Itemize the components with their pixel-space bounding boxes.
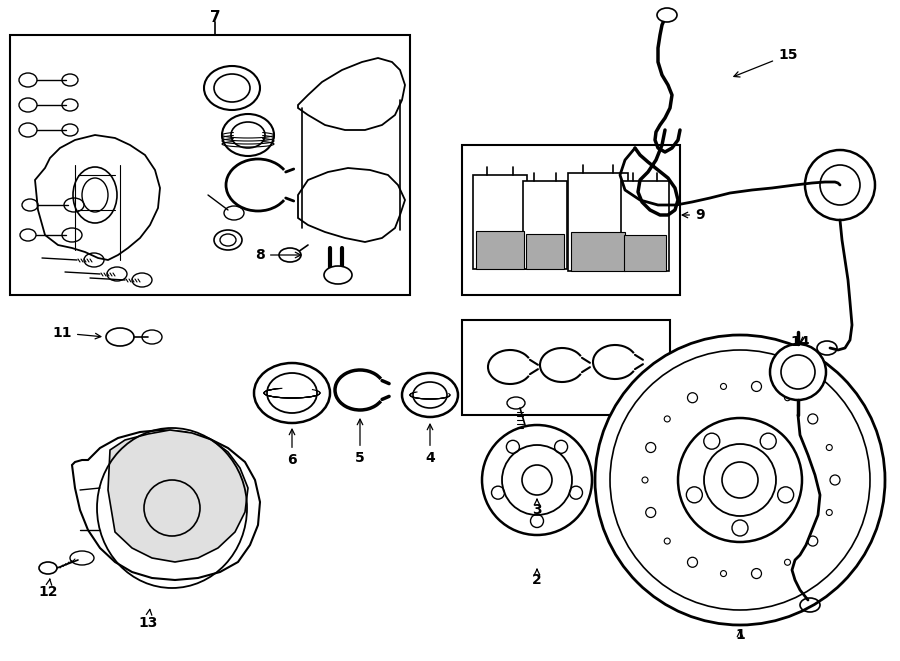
Ellipse shape <box>402 373 458 417</box>
Bar <box>462 320 670 415</box>
Polygon shape <box>476 231 524 269</box>
Text: 11: 11 <box>52 326 101 340</box>
Circle shape <box>678 418 802 542</box>
Bar <box>10 35 410 295</box>
Ellipse shape <box>204 66 260 110</box>
Circle shape <box>805 150 875 220</box>
Ellipse shape <box>324 266 352 284</box>
Polygon shape <box>571 232 625 271</box>
Text: 6: 6 <box>287 429 297 467</box>
Polygon shape <box>621 181 669 271</box>
Polygon shape <box>298 168 405 242</box>
Polygon shape <box>526 234 564 269</box>
Ellipse shape <box>106 328 134 346</box>
Polygon shape <box>473 175 527 269</box>
Ellipse shape <box>222 114 274 156</box>
Text: 1: 1 <box>735 628 745 642</box>
Ellipse shape <box>657 8 677 22</box>
Polygon shape <box>72 430 260 580</box>
Text: 4: 4 <box>425 424 435 465</box>
Bar <box>462 145 680 295</box>
Polygon shape <box>35 135 160 260</box>
Text: 15: 15 <box>734 48 797 77</box>
Circle shape <box>595 335 885 625</box>
Text: 12: 12 <box>38 579 58 599</box>
Text: 10: 10 <box>672 355 699 369</box>
Circle shape <box>482 425 592 535</box>
Polygon shape <box>568 173 628 271</box>
Text: 7: 7 <box>210 11 220 26</box>
Circle shape <box>770 344 826 400</box>
Ellipse shape <box>279 248 301 262</box>
Polygon shape <box>298 58 405 130</box>
Text: 14: 14 <box>790 335 810 349</box>
Text: 2: 2 <box>532 569 542 587</box>
Polygon shape <box>108 430 248 562</box>
Text: 3: 3 <box>532 499 542 517</box>
Text: 9: 9 <box>682 208 705 222</box>
Text: 8: 8 <box>256 248 301 262</box>
Ellipse shape <box>214 230 242 250</box>
Text: 5: 5 <box>356 419 364 465</box>
Ellipse shape <box>254 363 330 423</box>
Polygon shape <box>624 235 666 271</box>
Ellipse shape <box>39 562 57 574</box>
Text: 13: 13 <box>139 609 158 630</box>
Polygon shape <box>523 181 567 269</box>
